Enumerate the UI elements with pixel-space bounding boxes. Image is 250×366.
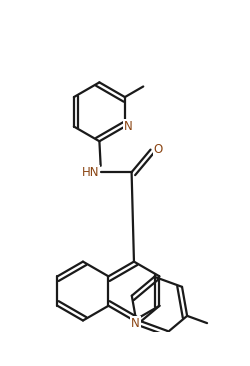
Text: HN: HN bbox=[82, 166, 100, 179]
Text: N: N bbox=[131, 317, 140, 330]
Text: O: O bbox=[154, 143, 163, 156]
Text: N: N bbox=[124, 120, 132, 133]
